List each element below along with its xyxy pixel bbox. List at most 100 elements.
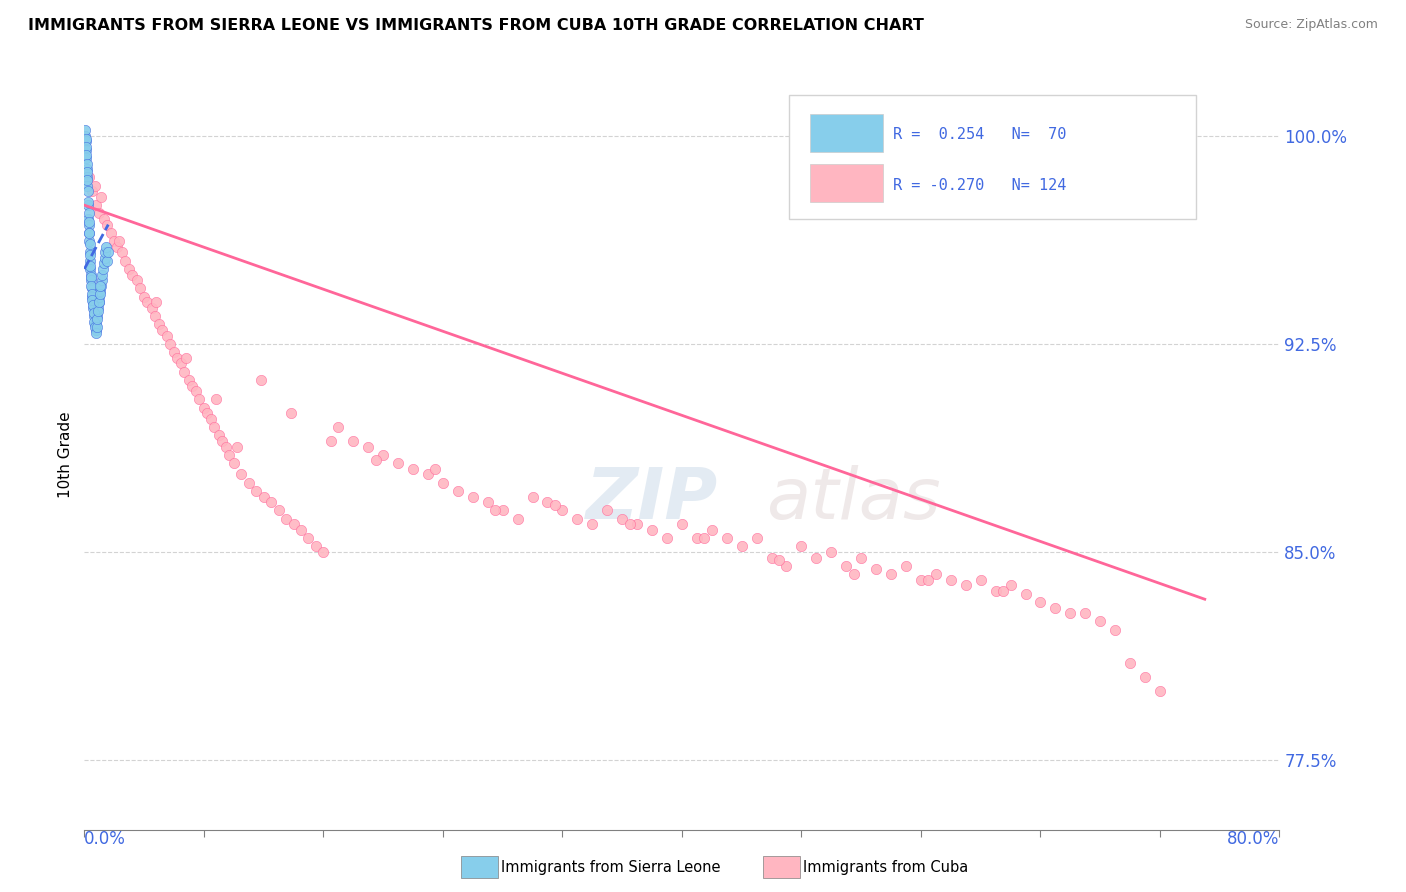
Point [83,318,105,332]
Point [79,245,101,260]
Point [238,475,260,490]
Point [86,320,108,334]
Point [211,434,233,448]
Point [77,218,100,232]
Point [91,262,114,277]
Point [894,558,917,573]
Point [80,290,103,304]
Point [461,490,484,504]
Point [686,531,709,545]
Point [105,240,128,254]
Point [145,295,167,310]
Point [319,434,342,448]
Point [79,259,101,273]
Point [159,337,181,351]
Point [75,148,97,162]
Point [93,256,115,270]
Point [731,540,754,554]
Point [96,218,118,232]
Point [93,251,115,265]
Point [181,378,204,392]
Point [1104,623,1126,637]
Text: ZIP: ZIP [586,466,718,534]
Point [225,440,247,454]
Point [80,270,103,285]
Point [155,328,177,343]
Point [596,503,619,517]
Point [544,498,567,512]
Point [522,490,544,504]
Point [626,517,648,532]
Point [745,531,768,545]
Point [551,503,574,517]
Point [1059,606,1081,620]
Point [260,495,283,509]
Point [373,448,395,462]
Point [768,553,790,567]
Point [1133,670,1156,684]
Point [186,384,208,398]
Point [208,428,231,442]
Point [215,440,238,454]
Point [75,151,97,165]
Point [477,495,499,509]
Point [641,523,664,537]
Point [970,573,993,587]
Point [290,523,312,537]
Point [506,512,529,526]
Point [416,467,439,482]
Point [274,512,297,526]
Point [91,268,114,282]
Point [173,365,195,379]
Point [82,298,104,312]
Point [87,295,110,310]
Point [80,278,103,293]
Point [84,320,107,334]
Point [1000,578,1022,592]
Point [84,326,107,340]
Text: R = -0.270   N= 124: R = -0.270 N= 124 [893,178,1067,193]
Point [75,140,97,154]
Point [77,170,100,185]
Point [231,467,253,482]
Point [170,356,193,370]
Point [118,262,141,277]
Point [312,545,335,559]
Point [1119,656,1142,670]
Point [79,268,101,282]
Point [150,323,173,337]
Point [90,273,112,287]
Point [880,567,903,582]
Point [94,240,117,254]
Point [364,453,387,467]
Point [128,281,150,295]
Point [77,234,100,248]
Point [249,373,271,387]
Point [107,234,129,248]
Point [716,531,738,545]
Point [305,540,328,554]
Text: 0.0%: 0.0% [84,830,127,847]
Point [612,512,634,526]
Point [1074,606,1097,620]
Point [188,392,211,407]
Point [76,162,98,177]
Point [84,323,107,337]
Point [143,309,166,323]
Point [865,562,887,576]
Point [1149,683,1171,698]
Point [80,287,103,301]
Point [253,490,276,504]
Point [80,184,103,198]
Point [835,558,858,573]
Point [75,143,97,157]
Point [77,184,100,198]
Point [842,567,865,582]
Y-axis label: 10th Grade: 10th Grade [58,411,73,499]
Point [148,318,170,332]
Point [447,483,470,498]
Point [75,123,97,137]
Point [357,440,380,454]
Point [86,318,108,332]
Point [1029,595,1052,609]
